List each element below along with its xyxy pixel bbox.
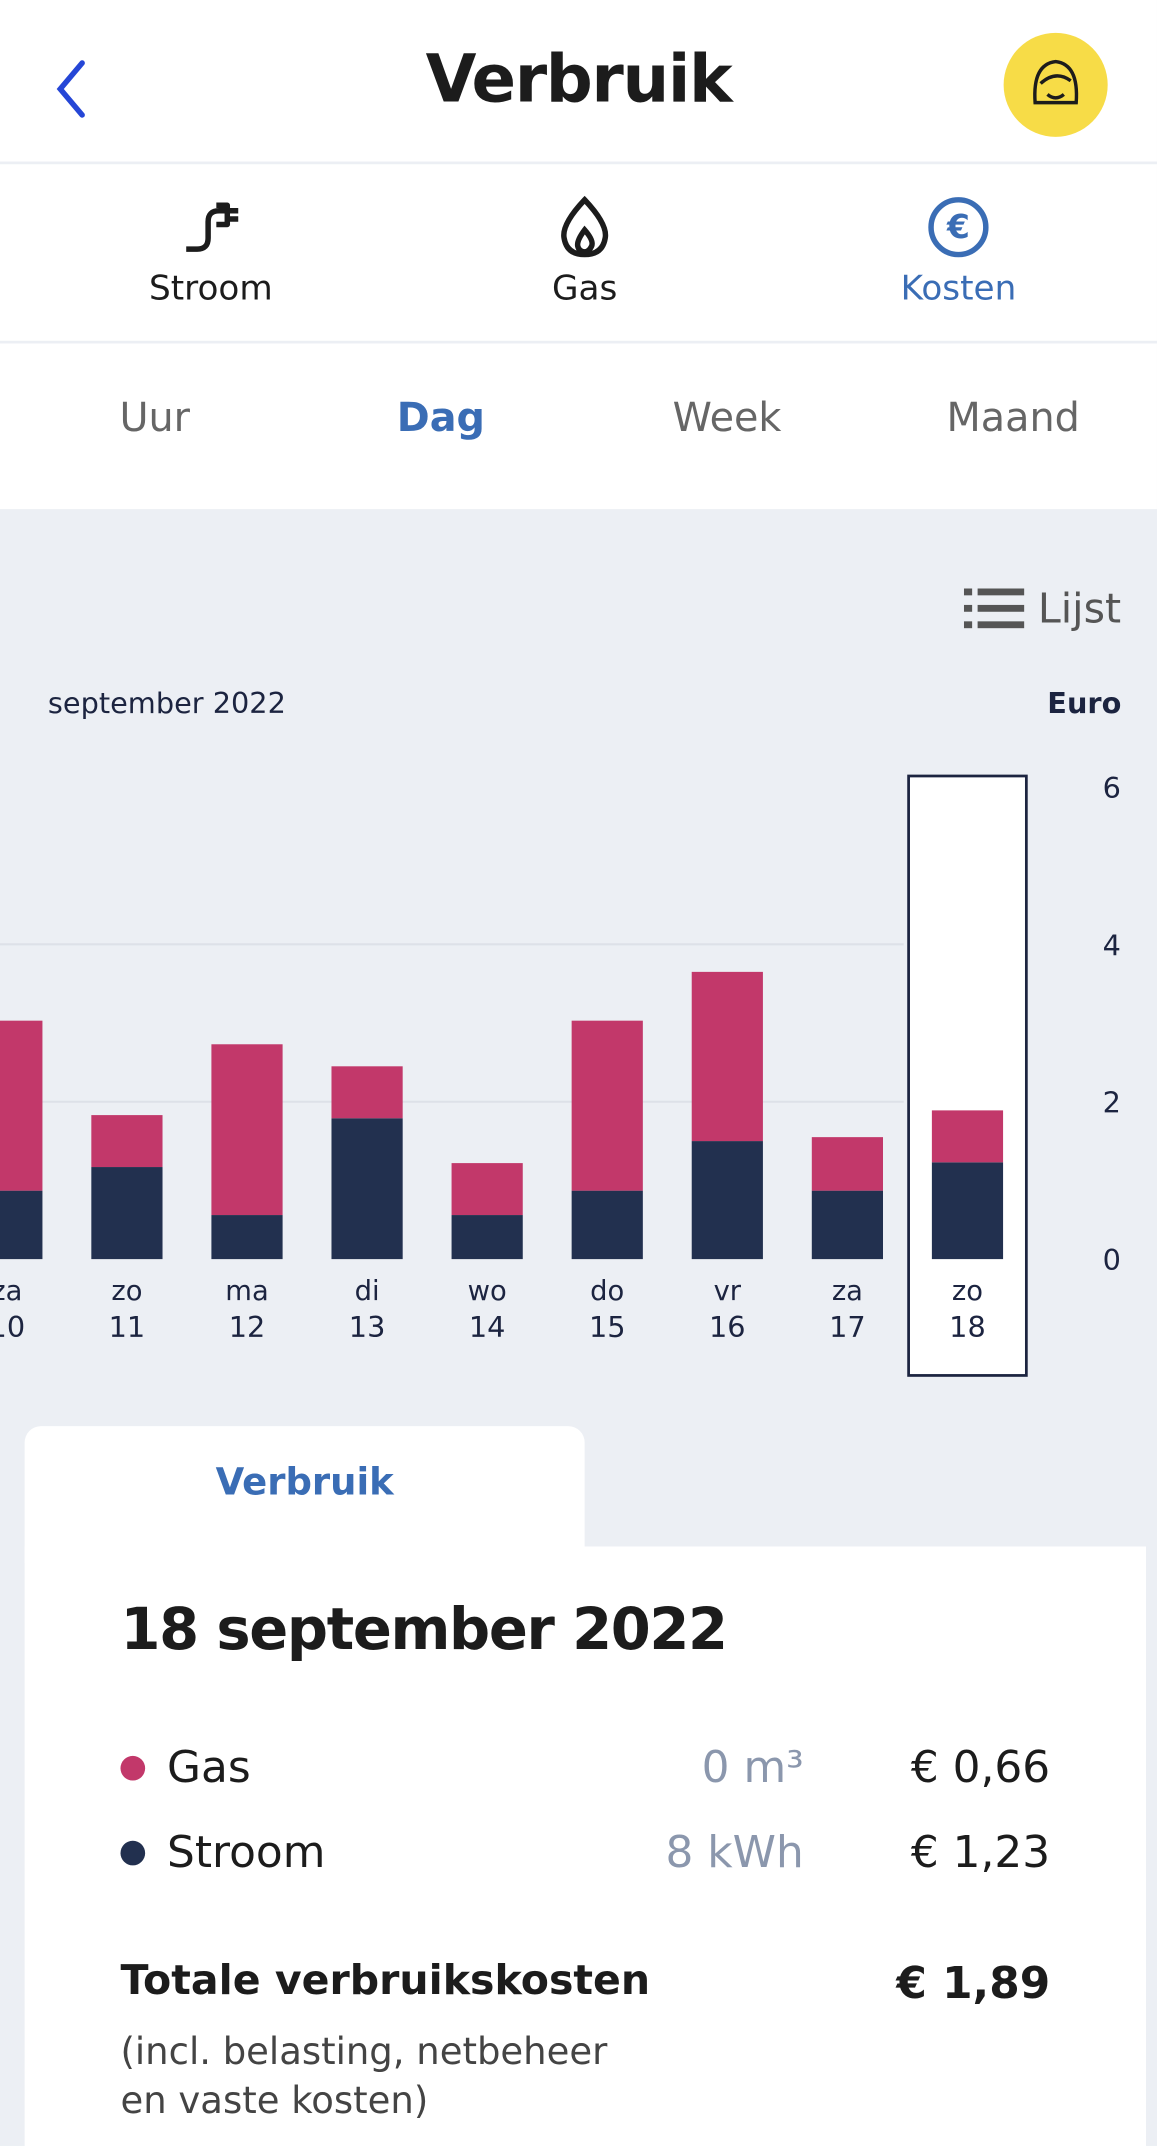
total-cost: € 1,89 — [896, 1957, 1051, 2010]
bar-segment — [331, 1066, 403, 1119]
chart-subtitle: september 2022 — [47, 687, 286, 720]
total-label: Totale verbruikskosten — [120, 1957, 651, 2005]
bar-segment — [811, 1190, 883, 1260]
bar-segment — [571, 1190, 643, 1260]
avatar[interactable] — [1002, 31, 1109, 138]
detail-tab[interactable]: Verbruik — [215, 1461, 394, 1505]
y-tick-label: 6 — [1103, 771, 1121, 805]
x-tick-weekday: za — [0, 1276, 22, 1307]
row-amount: 0 m³ — [701, 1740, 804, 1793]
x-tick-label: 12 — [229, 1310, 266, 1344]
period-tab[interactable]: Week — [672, 394, 782, 441]
y-tick-label: 2 — [1103, 1086, 1121, 1120]
svg-text:€: € — [946, 208, 970, 246]
total-note: en vaste kosten) — [120, 2080, 429, 2123]
x-tick-weekday: vr — [714, 1276, 742, 1307]
tab[interactable]: Stroom — [148, 268, 273, 308]
detail-date: 18 september 2022 — [120, 1595, 728, 1663]
x-tick-label: 17 — [829, 1310, 866, 1344]
detail-tab-bg — [24, 1426, 585, 1563]
x-tick-weekday: di — [355, 1276, 380, 1307]
x-tick-weekday: zo — [111, 1276, 142, 1307]
x-tick-weekday: ma — [225, 1276, 268, 1307]
row-cost: € 0,66 — [910, 1740, 1051, 1793]
y-tick-label: 0 — [1103, 1243, 1121, 1277]
x-tick-label: 11 — [109, 1310, 146, 1344]
x-tick-label: 14 — [469, 1310, 506, 1344]
bar-segment — [931, 1110, 1004, 1163]
bar-segment — [331, 1118, 403, 1260]
divider — [0, 340, 1157, 344]
list-icon[interactable] — [963, 586, 1027, 633]
total-note: (incl. belasting, netbeheer — [120, 2031, 608, 2074]
x-tick-label: 10 — [0, 1310, 25, 1344]
legend-dot — [120, 1755, 146, 1781]
page-title: Verbruik — [425, 41, 733, 118]
bar-segment — [691, 971, 763, 1142]
row-amount: 8 kWh — [665, 1825, 804, 1878]
bar-segment — [91, 1167, 163, 1260]
x-tick-label: 16 — [709, 1310, 746, 1344]
x-tick-weekday: wo — [468, 1276, 507, 1307]
x-tick-label: 18 — [949, 1310, 986, 1344]
row-cost: € 1,23 — [910, 1825, 1051, 1878]
period-tab[interactable]: Maand — [946, 394, 1080, 441]
x-tick-label: 13 — [349, 1310, 386, 1344]
list-button[interactable]: Lijst — [1037, 585, 1122, 634]
back-button[interactable] — [49, 55, 98, 123]
kosten-icon: € — [928, 197, 989, 258]
gas-icon — [561, 195, 609, 258]
bar-segment — [811, 1137, 883, 1191]
bar-segment — [0, 1020, 43, 1191]
detail-card — [24, 1546, 1147, 2146]
y-axis-label: Euro — [1047, 687, 1122, 720]
selected-day — [907, 774, 1028, 1377]
bar-segment — [211, 1044, 283, 1216]
period-tab[interactable]: Uur — [119, 394, 190, 441]
bar-segment — [931, 1162, 1004, 1260]
bar-segment — [691, 1141, 763, 1260]
y-tick-label: 4 — [1103, 928, 1121, 962]
x-tick-weekday: do — [590, 1276, 624, 1307]
bar-segment — [451, 1163, 523, 1216]
bar-segment — [0, 1190, 43, 1260]
tab[interactable]: Kosten — [900, 268, 1017, 308]
divider — [0, 161, 1157, 165]
row-label: Stroom — [167, 1825, 326, 1878]
bar-segment — [211, 1215, 283, 1260]
bar-segment — [451, 1215, 523, 1260]
x-tick-label: 15 — [589, 1310, 626, 1344]
row-label: Gas — [167, 1740, 251, 1793]
bar-segment — [571, 1020, 643, 1191]
legend-dot — [120, 1840, 146, 1866]
period-tab[interactable]: Dag — [396, 394, 485, 441]
x-tick-weekday: zo — [952, 1276, 983, 1307]
tab[interactable]: Gas — [551, 268, 618, 308]
chart: 0246za10zo11ma12di13wo14do15vr16za17zo18 — [0, 771, 1121, 1377]
x-tick-weekday: za — [832, 1276, 863, 1307]
stroom-icon — [186, 202, 239, 252]
bar-segment — [91, 1115, 163, 1168]
